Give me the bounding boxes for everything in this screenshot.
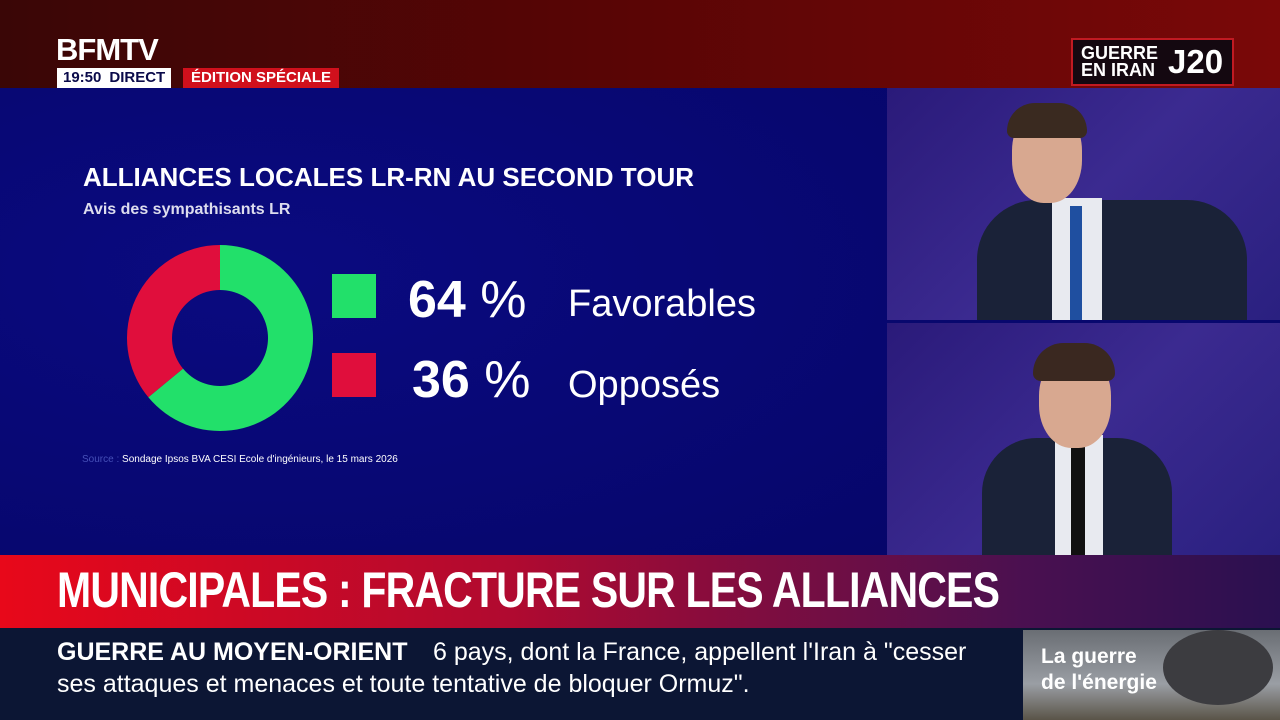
ticker-line2: ses attaques et menaces et toute tentati… — [57, 670, 750, 698]
chart-title: ALLIANCES LOCALES LR-RN AU SECOND TOUR — [83, 162, 694, 192]
chart-source: Source : Sondage Ipsos BVA CESI Ecole d'… — [82, 454, 398, 465]
live-label: DIRECT — [109, 69, 166, 86]
guest-video-1 — [887, 88, 1280, 320]
promo-line1: La guerre — [1041, 645, 1137, 668]
badge-day: J20 — [1168, 43, 1224, 80]
ticker-category: GUERRE AU MOYEN-ORIENT — [57, 638, 408, 666]
promo-line2: de l'énergie — [1041, 671, 1157, 694]
label-favorables: Favorables — [568, 283, 756, 325]
donut-chart — [127, 245, 313, 431]
chart-subtitle: Avis des sympathisants LR — [83, 201, 291, 218]
clock: 19:50 — [63, 69, 102, 86]
promo-thumbnail: La guerre de l'énergie — [1023, 630, 1280, 720]
legend-swatch-favorables — [332, 274, 376, 318]
headline-bar: MUNICIPALES : FRACTURE SUR LES ALLIANCES — [0, 555, 1280, 628]
headline: MUNICIPALES : FRACTURE SUR LES ALLIANCES — [57, 562, 1000, 618]
ticker-line1: 6 pays, dont la France, appellent l'Iran… — [433, 638, 967, 666]
topic-badge: GUERRE EN IRAN J20 — [1071, 38, 1234, 86]
top-bar: BFMTV 19:50 DIRECT ÉDITION SPÉCIALE GUERR… — [0, 0, 1280, 88]
legend-swatch-opposes — [332, 353, 376, 397]
badge-line2: EN IRAN — [1081, 60, 1156, 80]
label-opposes: Opposés — [568, 364, 721, 406]
donut-slice-favorables — [148, 245, 313, 431]
guest-video-2 — [887, 323, 1280, 555]
value-opposes: 36 % — [412, 351, 531, 409]
donut-slice-opposés — [127, 245, 220, 398]
edition-label: ÉDITION SPÉCIALE — [183, 68, 340, 88]
time-live-label: 19:50 DIRECT — [57, 68, 172, 88]
value-favorables: 64 % — [408, 271, 527, 329]
smoke-image — [1163, 630, 1273, 705]
badge-line1: GUERRE — [1081, 43, 1159, 63]
bfmtv-logo: BFMTV — [56, 32, 159, 67]
